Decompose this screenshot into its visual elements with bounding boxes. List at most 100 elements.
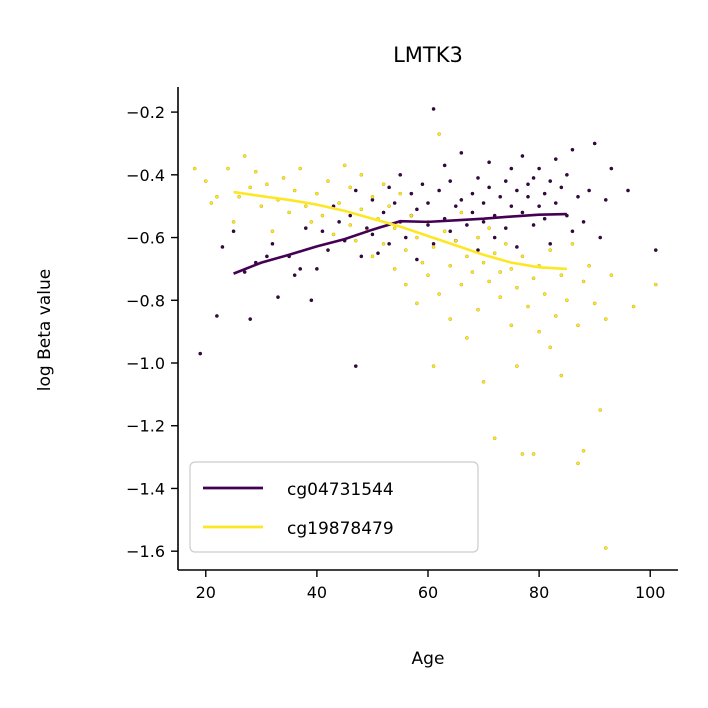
scatter-point-series-1 [359,173,364,177]
scatter-point-series-1 [231,220,236,224]
scatter-point-series-0 [515,188,519,193]
scatter-point-series-0 [220,245,225,249]
legend-label-series-0: cg04731544 [287,480,394,500]
scatter-point-series-1 [287,210,291,215]
scatter-point-series-0 [387,185,391,190]
scatter-point-series-1 [548,248,553,252]
scatter-point-series-1 [470,270,475,274]
scatter-point-series-0 [353,364,358,368]
scatter-point-series-1 [326,179,330,183]
scatter-point-series-1 [403,282,408,287]
scatter-point-series-0 [387,242,391,246]
scatter-point-series-1 [415,301,419,306]
scatter-point-series-0 [215,314,219,318]
scatter-point-series-0 [537,166,541,171]
scatter-point-series-1 [359,207,364,212]
scatter-point-series-1 [570,242,575,246]
scatter-point-series-0 [326,248,330,252]
scatter-point-series-1 [459,282,464,287]
scatter-point-series-0 [609,166,614,171]
scatter-point-series-0 [509,166,514,171]
scatter-point-series-1 [270,229,275,234]
scatter-point-series-0 [298,267,303,271]
y-ticks: −1.6 −1.4 −1.2 −1.0 −0.8 −0.6 −0.4 −0.2 [126,103,178,561]
scatter-point-series-0 [598,235,603,240]
scatter-point-series-0 [515,245,519,249]
scatter-point-series-1 [503,242,508,246]
scatter-point-series-0 [481,201,486,205]
scatter-point-series-0 [442,163,447,168]
points-layer [192,107,658,550]
scatter-point-series-1 [209,201,214,205]
scatter-point-series-1 [465,336,469,340]
x-tick-label: 40 [307,583,327,602]
scatter-point-series-1 [298,166,303,171]
scatter-point-series-1 [509,323,514,328]
y-axis-label: log Beta value [35,269,55,391]
scatter-point-series-0 [431,107,436,111]
scatter-point-series-0 [548,179,553,183]
scatter-point-series-0 [548,242,553,246]
scatter-point-series-0 [415,207,419,212]
x-ticks: 20 40 60 80 100 [196,570,665,602]
scatter-point-series-1 [348,185,353,190]
scatter-point-series-1 [292,188,297,193]
scatter-point-series-0 [592,141,597,146]
scatter-point-series-0 [487,160,491,165]
scatter-point-series-0 [526,194,530,199]
scatter-point-series-0 [581,220,586,224]
scatter-point-series-1 [465,254,469,259]
scatter-point-series-0 [531,176,536,180]
scatter-point-series-1 [398,191,403,196]
scatter-point-series-1 [520,452,525,456]
scatter-point-series-0 [448,179,453,183]
scatter-point-series-1 [442,229,447,234]
scatter-point-series-0 [309,298,314,303]
scatter-point-series-1 [237,194,241,199]
y-tick-label: −0.4 [126,166,165,185]
scatter-point-series-1 [448,317,453,321]
scatter-point-series-0 [653,248,658,252]
scatter-point-series-0 [359,254,364,259]
scatter-point-series-0 [465,223,469,227]
scatter-point-series-0 [537,204,541,208]
y-tick-label: −1.6 [126,542,165,561]
scatter-point-series-1 [415,235,419,240]
scatter-point-series-1 [498,270,503,274]
y-tick-label: −0.6 [126,229,165,248]
scatter-point-series-0 [403,235,408,240]
scatter-point-series-0 [248,317,253,321]
legend: cg04731544 cg19878479 [189,461,479,553]
scatter-point-series-0 [503,179,508,183]
legend-box [189,461,479,553]
scatter-point-series-1 [559,373,564,378]
scatter-point-series-0 [565,173,569,177]
scatter-point-series-0 [570,229,575,234]
scatter-point-series-1 [476,235,480,240]
scatter-point-series-0 [553,201,558,205]
scatter-point-series-1 [476,307,480,312]
y-tick-label: −1.4 [126,479,165,498]
scatter-point-series-1 [548,345,553,350]
scatter-point-series-1 [370,194,375,199]
scatter-point-series-0 [337,220,341,224]
scatter-point-series-1 [653,282,658,287]
scatter-point-series-0 [265,254,269,259]
scatter-point-series-1 [437,132,441,136]
scatter-point-series-0 [459,151,464,155]
scatter-point-series-0 [276,295,280,299]
scatter-point-series-1 [203,179,208,183]
scatter-point-series-1 [315,191,319,196]
scatter-point-series-0 [370,232,375,237]
scatter-point-series-1 [609,273,614,277]
scatter-point-series-1 [453,238,458,243]
trend-layer [233,190,567,275]
scatter-point-series-1 [576,461,580,466]
scatter-point-series-1 [265,182,269,187]
scatter-point-series-0 [459,198,464,202]
scatter-point-series-0 [576,194,580,199]
scatter-point-series-0 [470,191,475,196]
scatter-point-series-1 [565,298,569,303]
scatter-point-series-1 [392,226,397,230]
